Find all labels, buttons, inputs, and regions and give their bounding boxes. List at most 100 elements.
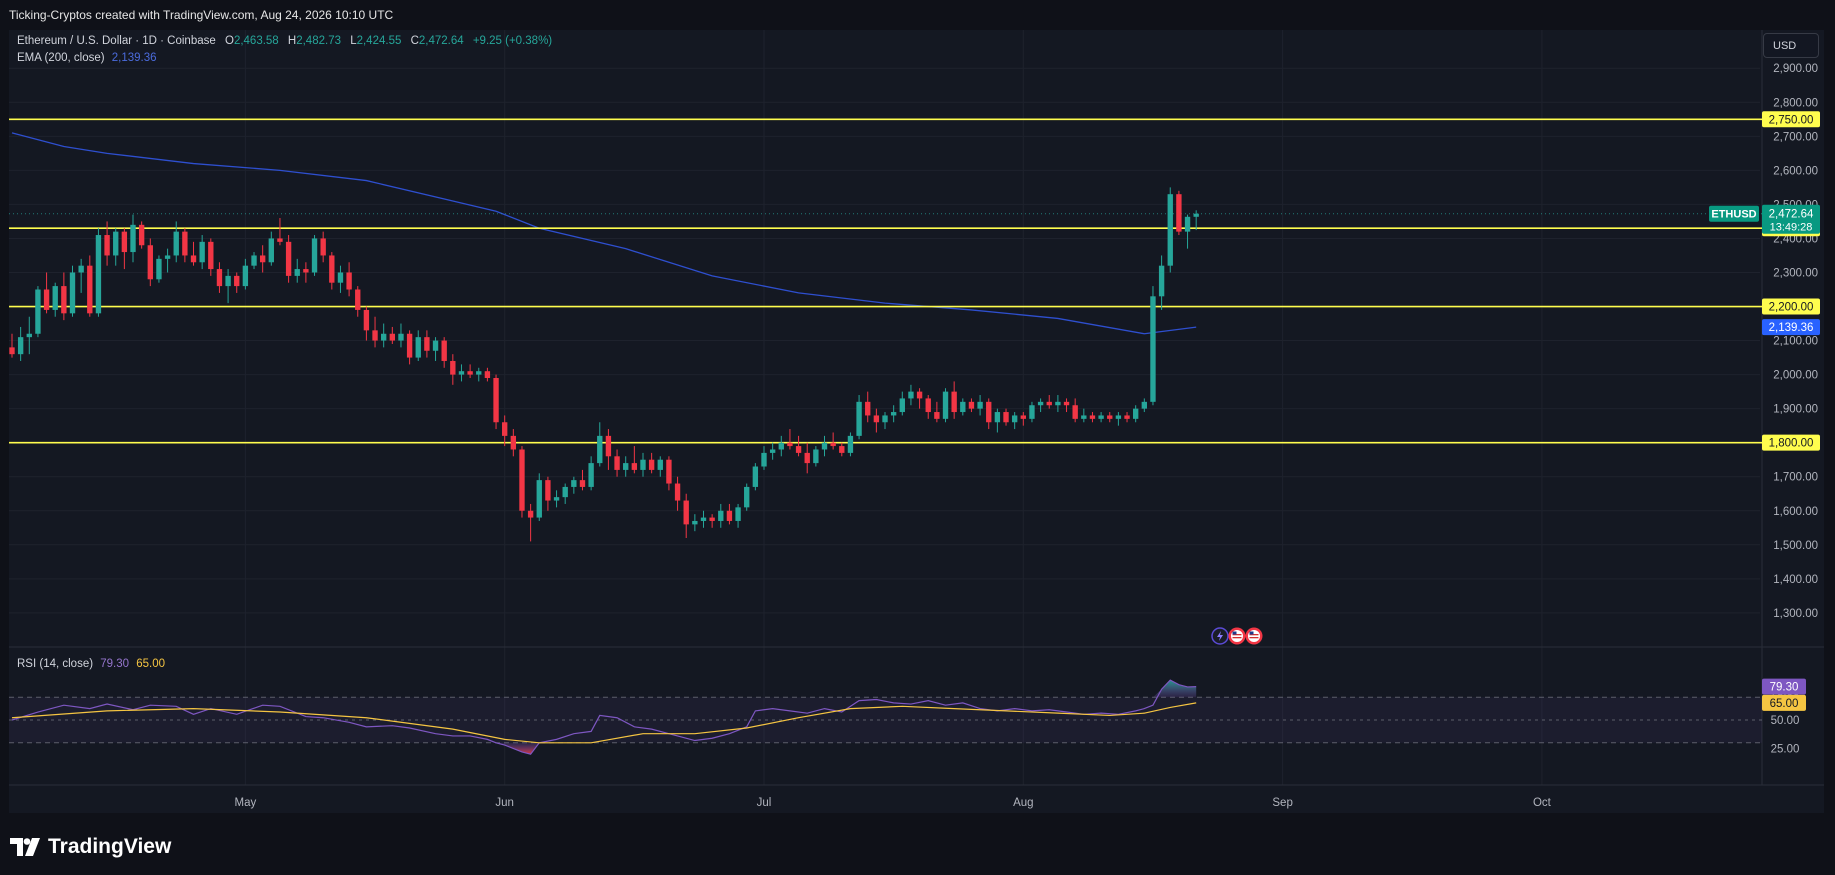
candle[interactable] <box>856 395 862 440</box>
candle[interactable] <box>199 235 205 270</box>
candle[interactable] <box>164 248 171 273</box>
symbol-legend[interactable]: Ethereum / U.S. Dollar · 1D · Coinbase O… <box>17 35 552 47</box>
ema-price-tag[interactable]: 2,139.36 <box>1762 319 1820 336</box>
candle[interactable] <box>986 398 992 430</box>
rsi-legend[interactable]: RSI (14, close) 79.30 65.00 <box>17 658 165 670</box>
us-flag-icon[interactable] <box>1228 627 1246 645</box>
candle[interactable] <box>951 381 957 419</box>
candle[interactable] <box>294 258 300 283</box>
candle[interactable] <box>285 235 292 283</box>
rsi-ma-tag[interactable]: 65.00 <box>1762 694 1806 711</box>
candle[interactable] <box>251 252 257 270</box>
candle[interactable] <box>441 337 447 368</box>
candle[interactable] <box>415 330 421 361</box>
candle[interactable] <box>69 265 76 317</box>
candle[interactable] <box>527 503 534 542</box>
rsi-value-tag[interactable]: 79.30 <box>1762 678 1806 695</box>
candle[interactable] <box>769 442 776 460</box>
candle[interactable] <box>52 282 58 317</box>
candle[interactable] <box>17 326 24 361</box>
us-flag-icon[interactable] <box>1245 627 1263 645</box>
tradingview-logo[interactable]: TradingView <box>10 835 171 859</box>
candle[interactable] <box>726 503 733 525</box>
candle[interactable] <box>502 415 508 447</box>
candle[interactable] <box>735 503 741 528</box>
candle[interactable] <box>78 258 84 293</box>
candle[interactable] <box>761 446 767 470</box>
candle[interactable] <box>1150 286 1156 406</box>
candle[interactable] <box>1115 412 1122 426</box>
candle[interactable] <box>458 364 465 382</box>
candle[interactable] <box>588 456 594 491</box>
candle[interactable] <box>450 354 456 385</box>
candle[interactable] <box>865 391 871 423</box>
candle[interactable] <box>882 412 888 430</box>
candle[interactable] <box>208 238 214 276</box>
candle[interactable] <box>337 265 344 293</box>
candle[interactable] <box>787 429 793 450</box>
candle[interactable] <box>87 255 93 317</box>
candle[interactable] <box>839 442 845 457</box>
candle[interactable] <box>545 476 551 511</box>
candle[interactable] <box>709 514 715 528</box>
candle[interactable] <box>1184 214 1191 249</box>
candle[interactable] <box>657 456 663 477</box>
candle[interactable] <box>1011 412 1018 430</box>
candle[interactable] <box>890 405 897 423</box>
candle[interactable] <box>1132 405 1139 423</box>
candle[interactable] <box>398 323 404 348</box>
candle[interactable] <box>873 408 880 433</box>
candle[interactable] <box>1029 401 1035 423</box>
candle[interactable] <box>1020 412 1026 426</box>
candle[interactable] <box>26 316 32 355</box>
candle[interactable] <box>484 367 491 382</box>
lightning-icon[interactable] <box>1211 627 1229 645</box>
candle[interactable] <box>1176 190 1182 236</box>
candle[interactable] <box>1141 398 1148 413</box>
candle[interactable] <box>536 473 542 521</box>
candle[interactable] <box>329 252 335 290</box>
candle[interactable] <box>268 231 274 266</box>
candle[interactable] <box>467 364 473 379</box>
candle[interactable] <box>225 269 231 304</box>
candle[interactable] <box>259 245 266 273</box>
candle[interactable] <box>35 286 41 338</box>
candle[interactable] <box>424 330 430 358</box>
candle[interactable] <box>363 306 370 341</box>
candle[interactable] <box>147 238 153 287</box>
candle[interactable] <box>666 456 672 491</box>
candle[interactable] <box>813 446 819 467</box>
candle[interactable] <box>597 422 603 467</box>
candle[interactable] <box>1046 395 1052 409</box>
candle[interactable] <box>1124 412 1130 423</box>
candle[interactable] <box>821 435 828 457</box>
candle[interactable] <box>553 490 560 508</box>
candle[interactable] <box>847 432 854 457</box>
candle[interactable] <box>406 330 413 365</box>
candle[interactable] <box>908 384 914 406</box>
candle[interactable] <box>648 452 655 474</box>
candle[interactable] <box>156 255 162 283</box>
candle[interactable] <box>631 446 638 474</box>
rsi-pane[interactable] <box>9 679 1762 755</box>
candle[interactable] <box>346 262 352 297</box>
rsi-label[interactable]: RSI (14, close) <box>17 658 94 670</box>
candle[interactable] <box>925 395 931 419</box>
candle[interactable] <box>190 241 197 266</box>
event-icons[interactable] <box>1211 627 1263 645</box>
candle[interactable] <box>674 476 681 511</box>
candle[interactable] <box>899 391 905 416</box>
candle[interactable] <box>216 262 223 293</box>
candle[interactable] <box>795 435 802 457</box>
candle[interactable] <box>916 388 923 409</box>
time-axis[interactable]: May Jun Jul Aug Sep Oct <box>235 797 1552 809</box>
candle[interactable] <box>968 398 975 413</box>
candle[interactable] <box>605 429 612 470</box>
candle[interactable] <box>804 442 810 474</box>
candle[interactable] <box>234 272 240 293</box>
candle[interactable] <box>510 429 517 457</box>
candle[interactable] <box>372 316 378 348</box>
candle[interactable] <box>95 228 102 317</box>
candle[interactable] <box>571 476 577 494</box>
